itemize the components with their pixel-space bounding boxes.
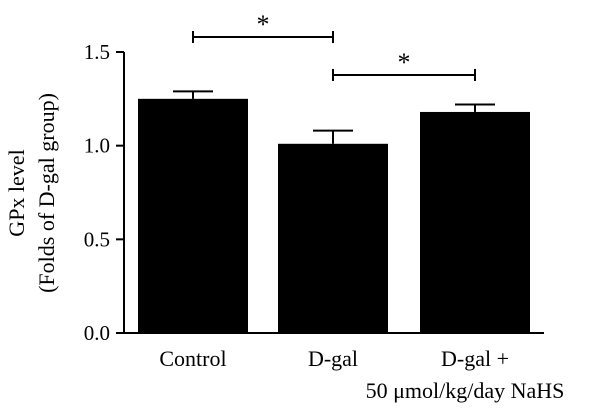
- bar: [420, 111, 530, 334]
- x-tick-label: Control: [159, 346, 226, 371]
- bars: [138, 98, 530, 334]
- bar: [278, 143, 388, 333]
- x-tick-label: D-gal: [308, 346, 358, 371]
- x-tick-label: D-gal +: [441, 346, 509, 371]
- significance-brackets: **: [192, 10, 476, 81]
- y-axis-title-line1: GPx level: [4, 149, 29, 236]
- y-axis: 0.0 0.5 1.0 1.5: [84, 40, 125, 345]
- significance-star: *: [257, 10, 270, 39]
- x-tick-sublabel: 50 μmol/kg/day NaHS: [366, 378, 565, 403]
- x-tick-labels: Control D-gal D-gal + 50 μmol/kg/day NaHS: [159, 346, 564, 403]
- y-tick-label: 1.5: [84, 40, 110, 64]
- bar: [138, 98, 248, 333]
- error-bars: [173, 90, 495, 144]
- y-tick-label: 0.5: [84, 227, 110, 251]
- y-axis-title: GPx level (Folds of D-gal group): [4, 93, 59, 293]
- significance-star: *: [398, 48, 411, 77]
- y-axis-title-line2: (Folds of D-gal group): [34, 93, 59, 293]
- y-tick-label: 1.0: [84, 134, 110, 158]
- y-ticks: 0.0 0.5 1.0 1.5: [84, 40, 124, 345]
- y-tick-label: 0.0: [84, 321, 110, 345]
